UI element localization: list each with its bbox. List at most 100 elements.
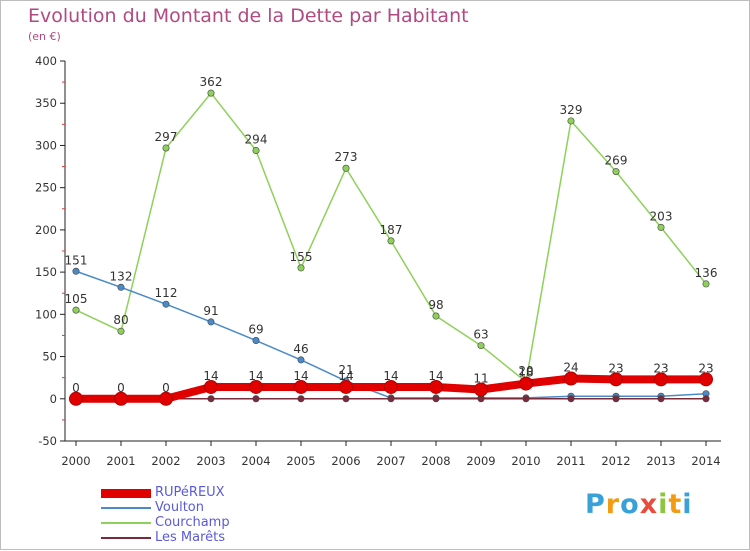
data-label: 69 (248, 323, 263, 337)
x-tick-label: 2014 (691, 454, 720, 468)
data-point (252, 147, 260, 155)
x-tick-label: 2003 (196, 454, 225, 468)
data-label: 136 (695, 266, 718, 280)
data-point (249, 379, 263, 394)
legend-label: Voulton (155, 500, 204, 515)
legend-label: RUPéREUX (155, 485, 225, 500)
data-label: 105 (65, 292, 88, 306)
x-tick-label: 2010 (511, 454, 540, 468)
data-label: 297 (155, 130, 178, 144)
data-label: 362 (200, 75, 223, 89)
data-point (612, 395, 620, 403)
data-label: 23 (608, 361, 623, 375)
legend-swatch (101, 507, 151, 509)
x-tick-label: 2004 (241, 454, 270, 468)
data-point (657, 395, 665, 403)
data-point (204, 379, 218, 394)
data-label: 14 (293, 369, 308, 383)
data-label: 14 (203, 369, 218, 383)
data-label: 132 (110, 269, 133, 283)
x-tick-label: 2005 (286, 454, 315, 468)
x-tick-label: 2007 (376, 454, 405, 468)
data-label: 14 (248, 369, 263, 383)
data-point (342, 164, 350, 172)
data-label: 80 (113, 313, 128, 327)
x-tick-label: 2002 (151, 454, 180, 468)
x-tick-label: 2013 (646, 454, 675, 468)
y-tick-label: -50 (38, 434, 57, 448)
legend-swatch (101, 488, 151, 498)
data-label: 23 (653, 361, 668, 375)
data-point (117, 327, 125, 335)
data-label: 0 (72, 381, 80, 395)
data-label: 24 (563, 361, 578, 375)
data-point (162, 144, 170, 152)
data-label: 329 (560, 103, 583, 117)
y-tick-label: 0 (50, 392, 57, 406)
data-label: 269 (605, 154, 628, 168)
y-tick-label: 100 (35, 307, 57, 321)
data-point (657, 223, 665, 231)
data-point (207, 318, 215, 326)
data-label: 18 (518, 366, 533, 380)
data-point (477, 395, 485, 403)
data-point (162, 300, 170, 308)
data-point (702, 280, 710, 288)
data-label: 14 (383, 369, 398, 383)
data-point (522, 395, 530, 403)
data-point (519, 376, 533, 391)
y-tick-label: 200 (35, 223, 57, 237)
data-point (207, 395, 215, 403)
x-tick-label: 2009 (466, 454, 495, 468)
x-tick-label: 2012 (601, 454, 630, 468)
data-point (567, 395, 575, 403)
data-label: 0 (162, 381, 170, 395)
data-label: 91 (203, 304, 218, 318)
data-point (207, 89, 215, 97)
x-tick-label: 2006 (331, 454, 360, 468)
data-label: 294 (245, 133, 268, 147)
data-point (384, 379, 398, 394)
data-point (159, 391, 173, 406)
y-tick-label: 350 (35, 96, 57, 110)
data-point (297, 264, 305, 272)
data-point (609, 372, 623, 387)
data-label: 21 (338, 363, 353, 377)
data-label: 98 (428, 298, 443, 312)
proxiti-logo: Proxiti (585, 489, 693, 520)
chart-title: Evolution du Montant de la Dette par Hab… (28, 5, 469, 27)
data-point (297, 395, 305, 403)
unit-label: (en €) (28, 30, 61, 43)
data-point (654, 372, 668, 387)
data-point (387, 395, 395, 403)
data-point (117, 283, 125, 291)
data-label: 112 (155, 286, 178, 300)
data-label: 23 (698, 361, 713, 375)
legend-label: Les Marêts (155, 530, 226, 545)
x-tick-label: 2001 (106, 454, 135, 468)
data-point (72, 306, 80, 314)
data-label: 203 (650, 209, 673, 223)
data-label: 11 (473, 371, 488, 385)
data-label: 151 (65, 253, 88, 267)
data-point (432, 312, 440, 320)
data-label: 14 (338, 369, 353, 383)
x-tick-label: 2011 (556, 454, 585, 468)
data-label: 14 (428, 369, 443, 383)
data-label: 46 (293, 342, 308, 356)
y-tick-label: 400 (35, 54, 57, 68)
data-label: 20 (518, 364, 533, 378)
data-label: 155 (290, 250, 313, 264)
y-tick-label: 300 (35, 138, 57, 152)
data-point (564, 371, 578, 386)
y-tick-label: 50 (42, 350, 57, 364)
data-point (72, 267, 80, 275)
data-point (252, 395, 260, 403)
data-point (699, 372, 713, 387)
data-point (474, 382, 488, 397)
data-label: 187 (380, 223, 403, 237)
data-point (342, 395, 350, 403)
data-point (432, 395, 440, 403)
